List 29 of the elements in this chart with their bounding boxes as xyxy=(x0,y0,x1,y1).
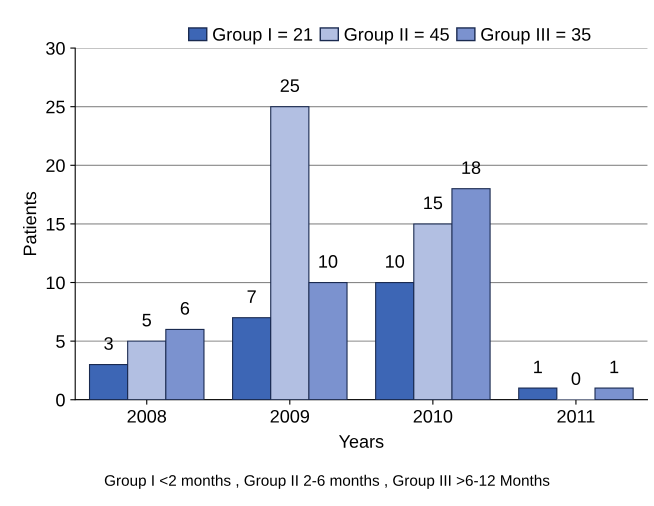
text: Group I <2 months , Group II 2-6 months , Group III >6-12 Months xyxy=(104,474,550,489)
y-tick-label: 15 xyxy=(46,218,65,231)
data-label: 1 xyxy=(610,360,618,374)
x-tick-label: 2010 xyxy=(414,410,452,423)
y-tick-label: 30 xyxy=(46,42,65,55)
data-label: 15 xyxy=(424,196,442,210)
y-tick-label: 5 xyxy=(56,335,65,348)
y-tick-label: 0 xyxy=(56,394,65,406)
data-label: 5 xyxy=(142,314,152,326)
x-tick-label: 2011 xyxy=(557,410,594,423)
legend-label: Group III = 35 xyxy=(481,28,590,44)
x-tick-label: 2008 xyxy=(128,410,166,423)
legend-label: Group II = 45 xyxy=(344,28,449,44)
x-axis-title: Years xyxy=(338,435,384,448)
data-label: 7 xyxy=(248,290,256,303)
data-label: 0 xyxy=(572,372,580,386)
data-label: 18 xyxy=(462,161,480,174)
y-tick-label: 20 xyxy=(46,159,65,172)
y-tick-label: 10 xyxy=(46,276,65,290)
y-axis-title: Patients xyxy=(23,192,36,256)
data-label: 10 xyxy=(386,255,404,268)
data-label: 25 xyxy=(280,79,300,92)
y-tick-label: 25 xyxy=(46,100,65,114)
legend-label: Group I = 21 xyxy=(213,28,312,44)
x-tick-label: 2009 xyxy=(270,410,310,423)
data-label: 10 xyxy=(319,255,338,268)
data-label: 6 xyxy=(180,302,190,315)
data-label: 1 xyxy=(534,360,542,374)
data-label: 3 xyxy=(104,337,113,350)
